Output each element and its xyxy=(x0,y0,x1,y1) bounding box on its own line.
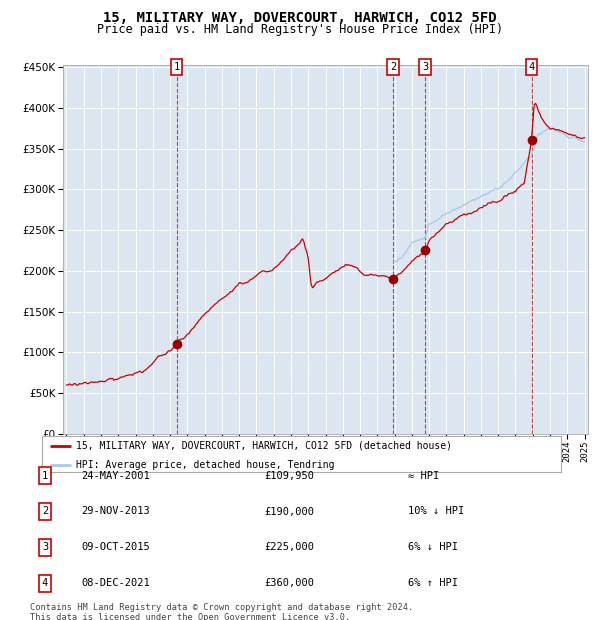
Text: 4: 4 xyxy=(529,62,535,72)
Text: 3: 3 xyxy=(422,62,428,72)
Text: 6% ↑ HPI: 6% ↑ HPI xyxy=(408,578,458,588)
Text: HPI: Average price, detached house, Tendring: HPI: Average price, detached house, Tend… xyxy=(76,459,334,469)
Text: Price paid vs. HM Land Registry's House Price Index (HPI): Price paid vs. HM Land Registry's House … xyxy=(97,23,503,36)
Text: 15, MILITARY WAY, DOVERCOURT, HARWICH, CO12 5FD (detached house): 15, MILITARY WAY, DOVERCOURT, HARWICH, C… xyxy=(76,441,452,451)
Text: 10% ↓ HPI: 10% ↓ HPI xyxy=(408,507,464,516)
Text: 08-DEC-2021: 08-DEC-2021 xyxy=(81,578,150,588)
Text: 09-OCT-2015: 09-OCT-2015 xyxy=(81,542,150,552)
Text: 3: 3 xyxy=(42,542,48,552)
Text: This data is licensed under the Open Government Licence v3.0.: This data is licensed under the Open Gov… xyxy=(30,613,350,620)
Text: £225,000: £225,000 xyxy=(264,542,314,552)
Text: ≈ HPI: ≈ HPI xyxy=(408,471,439,480)
Text: 1: 1 xyxy=(42,471,48,480)
Text: 6% ↓ HPI: 6% ↓ HPI xyxy=(408,542,458,552)
Text: £109,950: £109,950 xyxy=(264,471,314,480)
Text: 15, MILITARY WAY, DOVERCOURT, HARWICH, CO12 5FD: 15, MILITARY WAY, DOVERCOURT, HARWICH, C… xyxy=(103,11,497,25)
Text: 1: 1 xyxy=(173,62,180,72)
Text: Contains HM Land Registry data © Crown copyright and database right 2024.: Contains HM Land Registry data © Crown c… xyxy=(30,603,413,612)
Text: 24-MAY-2001: 24-MAY-2001 xyxy=(81,471,150,480)
Text: £190,000: £190,000 xyxy=(264,507,314,516)
Text: 2: 2 xyxy=(390,62,397,72)
Text: 2: 2 xyxy=(42,507,48,516)
Text: 4: 4 xyxy=(42,578,48,588)
Text: 29-NOV-2013: 29-NOV-2013 xyxy=(81,507,150,516)
Text: £360,000: £360,000 xyxy=(264,578,314,588)
